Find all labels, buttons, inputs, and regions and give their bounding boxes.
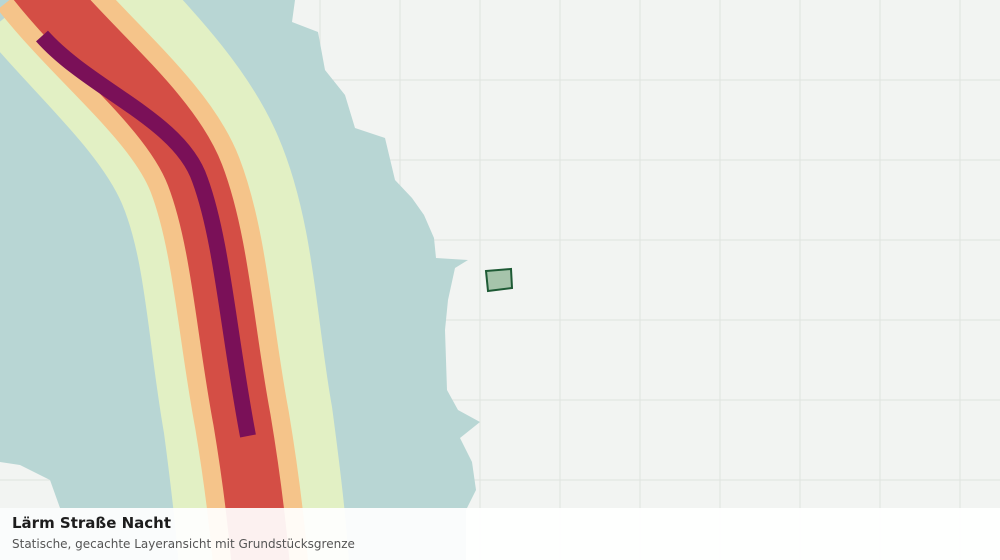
layer-title: Lärm Straße Nacht	[12, 514, 172, 532]
layer-subtitle: Statische, gecachte Layeransicht mit Gru…	[12, 537, 355, 551]
noise-bands	[0, 0, 349, 560]
parcel-boundary[interactable]	[484, 267, 514, 293]
noise-band-max	[36, 30, 256, 438]
info-panel: Lärm Straße Nacht Statische, gecachte La…	[0, 508, 1000, 560]
